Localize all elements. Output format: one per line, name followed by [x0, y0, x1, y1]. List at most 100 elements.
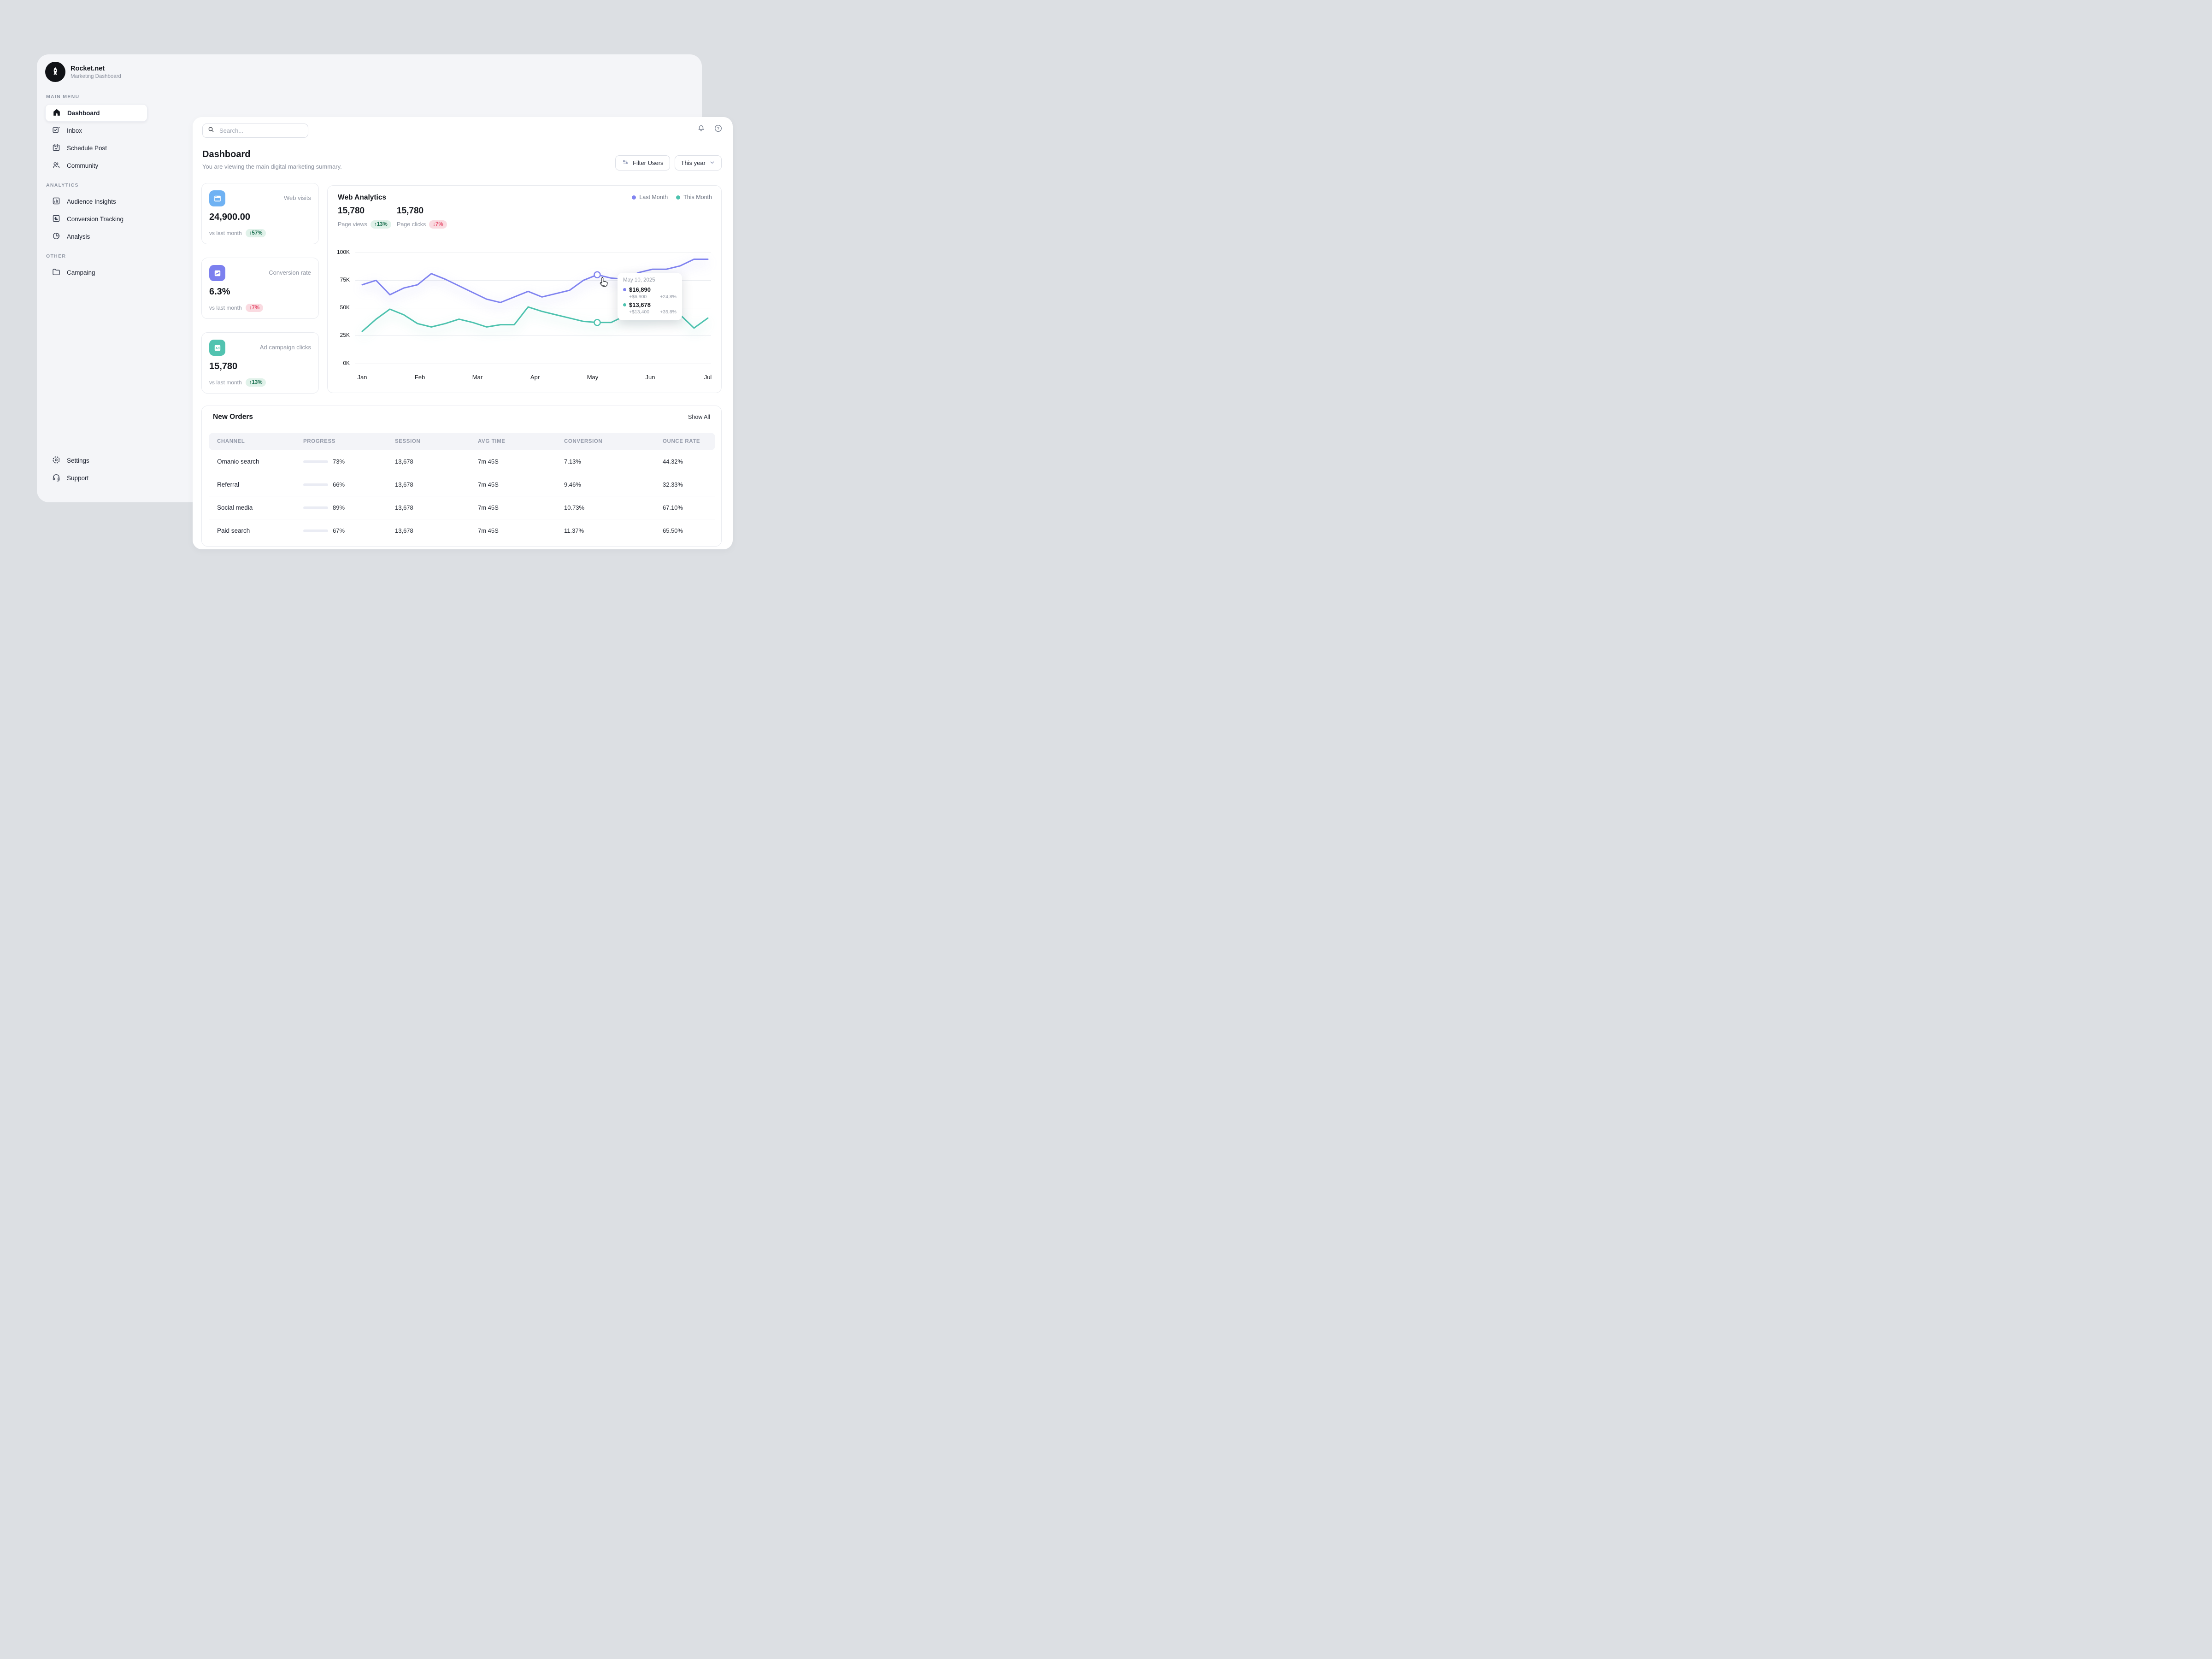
channel-cell: Paid search: [217, 527, 250, 534]
tooltip-date: May 10, 2025: [623, 277, 655, 283]
inbox-icon: [52, 125, 61, 136]
legend-this-month[interactable]: This Month: [676, 194, 712, 200]
tooltip-value: $16,890: [629, 286, 651, 293]
sliders-icon: [622, 159, 629, 167]
conversion-cell: 10.73%: [564, 504, 585, 511]
table-row: Paid search 67% 13,678 7m 45S 11.37% 65.…: [209, 519, 715, 542]
search-input[interactable]: [218, 127, 299, 135]
browser-icon: [209, 190, 225, 206]
stat-delta-badge: ↓7%: [245, 304, 264, 312]
content-card: ? Dashboard You are viewing the main dig…: [193, 117, 733, 549]
x-axis-tick: May: [587, 374, 599, 381]
folder-icon: [52, 267, 61, 278]
sidebar-item-support[interactable]: Support: [45, 469, 147, 487]
bar-chart-icon: [52, 196, 61, 207]
legend-dot: [632, 195, 636, 200]
column-header: PROGRESS: [303, 439, 335, 444]
sidebar-item-analysis[interactable]: Analysis: [45, 228, 147, 245]
table-row: Social media 89% 13,678 7m 45S 10.73% 67…: [209, 496, 715, 519]
sidebar-item-audience-insights[interactable]: Audience Insights: [45, 193, 147, 210]
session-cell: 13,678: [395, 458, 413, 465]
section-label-main-menu: MAIN MENU: [46, 94, 80, 100]
sidebar-item-label: Inbox: [67, 127, 82, 134]
sidebar-item-community[interactable]: Community: [45, 157, 147, 174]
progress-label: 67%: [333, 527, 345, 534]
progress-label: 73%: [333, 458, 345, 465]
search-box[interactable]: [202, 124, 308, 138]
sidebar-item-label: Conversion Tracking: [67, 215, 124, 223]
rocket-logo-icon: [45, 62, 65, 82]
y-axis-tick: 0K: [343, 360, 350, 366]
trend-up-icon: [209, 265, 225, 281]
headphones-icon: [52, 473, 61, 483]
sidebar-item-label: Schedule Post: [67, 144, 107, 152]
hand-cursor-icon: [598, 276, 610, 290]
progress-label: 89%: [333, 504, 345, 511]
column-header: SESSION: [395, 439, 421, 444]
bell-icon[interactable]: [697, 124, 706, 135]
stat-label: Page clicks: [397, 221, 426, 228]
stat-delta-badge: ↑57%: [245, 229, 266, 237]
sidebar-item-label: Audience Insights: [67, 198, 116, 205]
period-label: This year: [681, 159, 706, 166]
tooltip-dot: [623, 303, 626, 306]
stat-compare-label: vs last month: [209, 305, 242, 311]
sidebar-item-settings[interactable]: Settings: [45, 452, 147, 469]
tooltip-sub-value: +$13,400: [629, 309, 650, 315]
new-orders-card: New Orders Show All CHANNEL PROGRESS SES…: [201, 406, 722, 547]
avg-time-cell: 7m 45S: [478, 504, 499, 511]
highlight-marker: [594, 319, 601, 326]
search-icon: [207, 126, 215, 135]
tooltip-dot: [623, 288, 626, 291]
sidebar-item-label: Support: [67, 474, 89, 482]
ounce-rate-cell: 67.10%: [663, 504, 683, 511]
show-all-link[interactable]: Show All: [688, 414, 710, 420]
tooltip-sub-value: +$6,900: [629, 294, 647, 300]
sidebar-item-campaing[interactable]: Campaing: [45, 264, 147, 281]
sidebar-item-schedule-post[interactable]: Schedule Post: [45, 139, 147, 157]
help-icon[interactable]: ?: [714, 124, 723, 135]
x-axis-tick: Jun: [645, 374, 655, 381]
y-axis-tick: 25K: [340, 332, 350, 338]
web-analytics-card: Web Analytics Last Month This Month 15,7…: [327, 185, 722, 393]
sidebar-item-label: Campaing: [67, 269, 95, 276]
sidebar-item-dashboard[interactable]: Dashboard: [45, 104, 147, 122]
conversion-cell: 9.46%: [564, 481, 581, 488]
orders-title: New Orders: [213, 413, 253, 421]
sidebar-item-inbox[interactable]: Inbox: [45, 122, 147, 139]
sidebar-item-label: Community: [67, 162, 99, 169]
stat-compare-label: vs last month: [209, 230, 242, 236]
legend-label: Last Month: [639, 194, 668, 200]
sidebar-item-conversion-tracking[interactable]: Conversion Tracking: [45, 210, 147, 228]
page-subtitle: You are viewing the main digital marketi…: [202, 163, 342, 170]
avg-time-cell: 7m 45S: [478, 458, 499, 465]
table-row: Referral 66% 13,678 7m 45S 9.46% 32.33%: [209, 473, 715, 496]
chart-tooltip: May 10, 2025 $16,890 +$6,900 +24,8% $13,…: [618, 273, 682, 320]
legend-last-month[interactable]: Last Month: [632, 194, 668, 200]
stat-value: 15,780: [338, 206, 365, 216]
channel-cell: Omanio search: [217, 458, 259, 465]
filter-users-button[interactable]: Filter Users: [615, 155, 670, 171]
conversion-cell: 11.37%: [564, 527, 584, 534]
app-window: Rocket.net Marketing Dashboard MAIN MENU…: [37, 54, 733, 549]
stat-label: Web visits: [284, 194, 311, 201]
y-axis-tick: 50K: [340, 304, 350, 311]
x-axis-tick: Jul: [704, 374, 712, 381]
community-icon: [52, 160, 61, 171]
sidebar: Rocket.net Marketing Dashboard MAIN MENU…: [37, 54, 156, 502]
column-header: AVG TIME: [478, 439, 506, 444]
svg-text:?: ?: [717, 126, 719, 131]
stat-label: Conversion rate: [269, 269, 311, 276]
tooltip-sub-pct: +24,8%: [660, 294, 677, 300]
topbar: ?: [193, 117, 733, 144]
ounce-rate-cell: 65.50%: [663, 527, 683, 534]
progress-cell: 67%: [303, 527, 395, 534]
stat-card-ad-campaign-clicks: Ad Ad campaign clicks 15,780 vs last mon…: [201, 332, 319, 394]
progress-track: [303, 529, 328, 532]
progress-label: 66%: [333, 481, 345, 488]
gridline: [355, 335, 711, 336]
ounce-rate-cell: 32.33%: [663, 481, 683, 488]
stat-card-conversion-rate: Conversion rate 6.3% vs last month ↓7%: [201, 258, 319, 319]
period-selector[interactable]: This year: [674, 155, 722, 171]
avg-time-cell: 7m 45S: [478, 481, 499, 488]
